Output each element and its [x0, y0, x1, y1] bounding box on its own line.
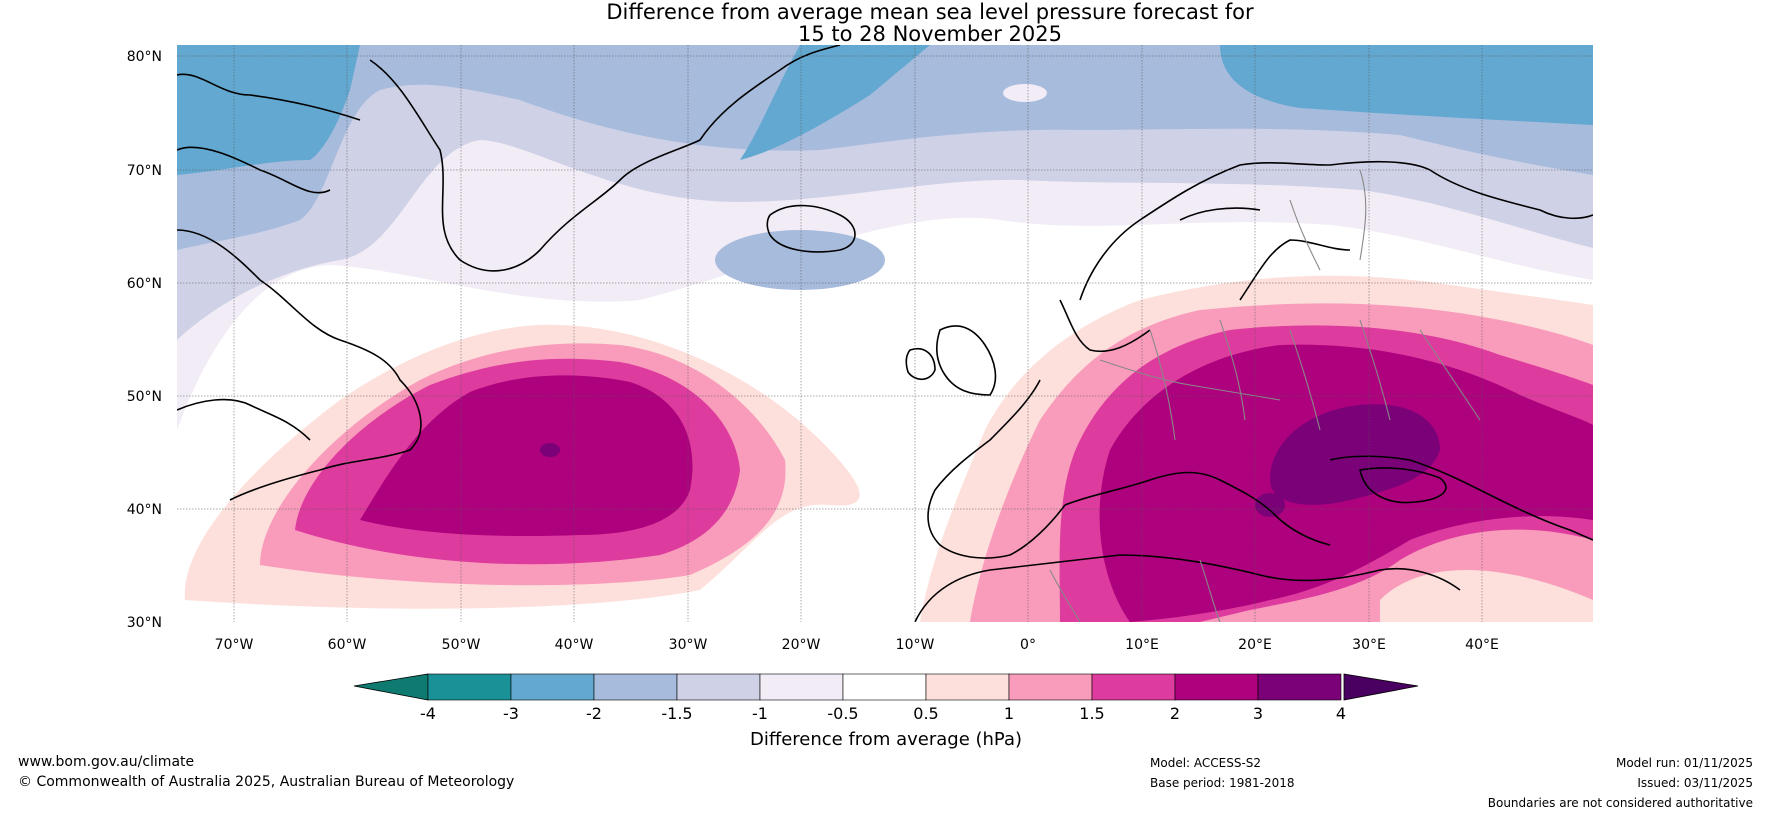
boundaries-disclaimer: Boundaries are not considered authoritat…	[1487, 796, 1753, 810]
colorbar-tick-2: -2	[586, 704, 602, 723]
map-title-line2: 15 to 28 November 2025	[798, 22, 1062, 46]
colorbar-tick-0: -4	[420, 704, 436, 723]
colorbar-segment-4	[759, 673, 844, 701]
lat-label-60n: 60°N	[127, 276, 162, 292]
colorbar-label: Difference from average (hPa)	[750, 729, 1022, 750]
base-period: Base period: 1981-2018	[1150, 776, 1295, 790]
lon-label-20e: 20°E	[1238, 637, 1272, 653]
lon-label-70w: 70°W	[215, 637, 254, 653]
colorbar-segment-7	[1008, 673, 1093, 701]
lat-label-40n: 40°N	[127, 502, 162, 518]
lon-label-0: 0°	[1020, 637, 1036, 653]
model-run-date: Model run: 01/11/2025	[1615, 756, 1753, 770]
lon-label-40e: 40°E	[1465, 637, 1499, 653]
graticule	[177, 45, 1593, 622]
colorbar-tick-6: 0.5	[913, 704, 938, 723]
lat-label-70n: 70°N	[127, 163, 162, 179]
colorbar-segment-8	[1091, 673, 1176, 701]
lon-label-20w: 20°W	[782, 637, 821, 653]
lat-label-30n: 30°N	[127, 615, 162, 631]
colorbar-segment-1	[510, 673, 595, 701]
lon-label-10e: 10°E	[1125, 637, 1159, 653]
colorbar-tick-7: 1	[1004, 704, 1014, 723]
model-name: Model: ACCESS-S2	[1150, 756, 1262, 770]
colorbar-tick-8: 1.5	[1079, 704, 1104, 723]
colorbar-tick-11: 4	[1336, 704, 1346, 723]
colorbar-segment-9	[1174, 673, 1259, 701]
lon-label-40w: 40°W	[555, 637, 594, 653]
map-title-line1: Difference from average mean sea level p…	[606, 0, 1254, 24]
lon-label-30e: 30°E	[1352, 637, 1386, 653]
coastlines	[177, 45, 1593, 622]
lon-label-10w: 10°W	[896, 637, 935, 653]
colorbar-tick-9: 2	[1170, 704, 1180, 723]
website-url: www.bom.gov.au/climate	[18, 754, 195, 770]
colorbar-segment-5	[842, 673, 927, 701]
colorbar-segment-3	[676, 673, 761, 701]
colorbar-tick-10: 3	[1253, 704, 1263, 723]
copyright-notice: © Commonwealth of Australia 2025, Austra…	[18, 774, 515, 790]
colorbar-tick-3: -1.5	[661, 704, 692, 723]
colorbar-under-arrow	[353, 673, 429, 701]
lon-label-30w: 30°W	[669, 637, 708, 653]
lat-label-50n: 50°N	[127, 389, 162, 405]
colorbar-segment-0	[427, 673, 512, 701]
colorbar-segment-6	[925, 673, 1010, 701]
lon-label-60w: 60°W	[328, 637, 367, 653]
colorbar-tick-4: -1	[752, 704, 768, 723]
country-borders	[1049, 169, 1481, 622]
colorbar-tick-5: -0.5	[827, 704, 858, 723]
colorbar-over-arrow	[1343, 673, 1419, 701]
lon-label-50w: 50°W	[442, 637, 481, 653]
issued-date: Issued: 03/11/2025	[1637, 776, 1753, 790]
colorbar: -4 -3 -2 -1.5 -1 -0.5 0.5 1 1.5 2 3 4 Di…	[353, 673, 1419, 750]
lat-label-80n: 80°N	[127, 49, 162, 65]
colorbar-tick-1: -3	[503, 704, 519, 723]
pressure-anomaly-field	[177, 45, 1593, 622]
colorbar-segment-10	[1257, 673, 1342, 701]
colorbar-segment-2	[593, 673, 678, 701]
